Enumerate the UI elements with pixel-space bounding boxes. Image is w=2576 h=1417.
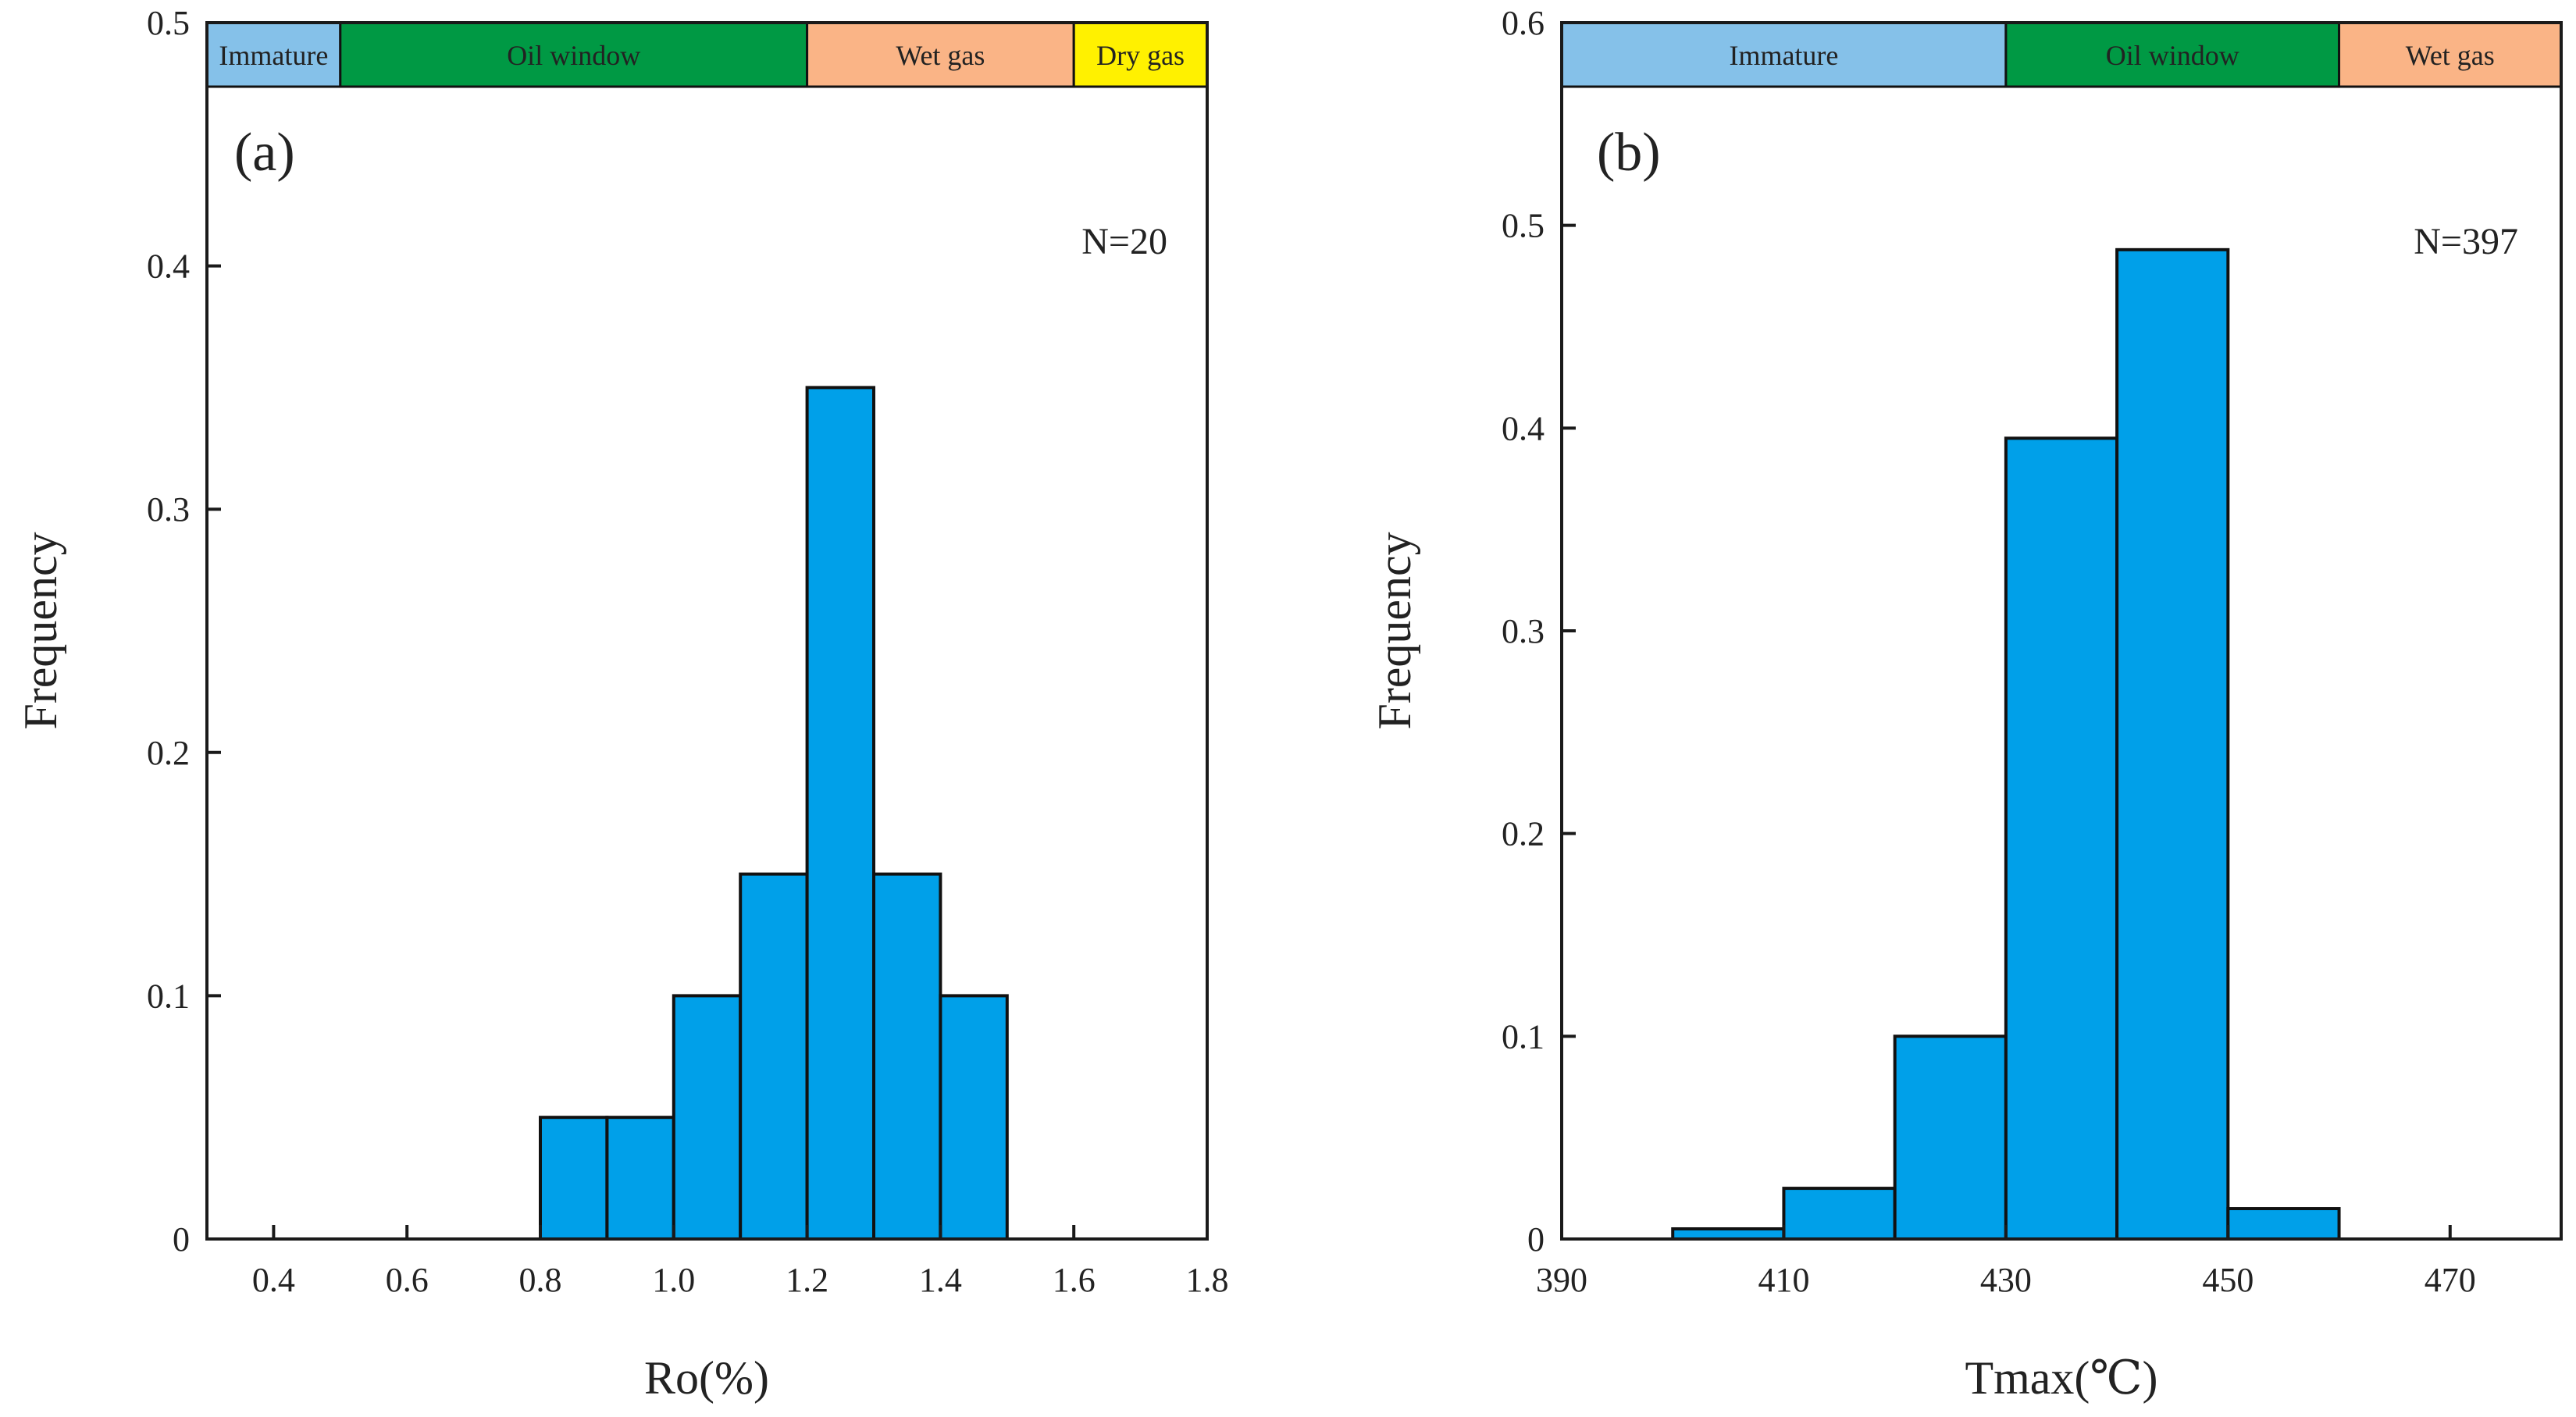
bar-b-5 bbox=[2226, 1207, 2341, 1241]
x-tick-label-b-2: 430 bbox=[1980, 1261, 2032, 1299]
bars-a bbox=[539, 386, 1009, 1241]
y-tick-label-b-1: 0.1 bbox=[1502, 1017, 1545, 1056]
x-tick-label-b-4: 470 bbox=[2425, 1261, 2476, 1299]
panel-a: Immature Oil window Wet gas Dry gas 0.4 0.6 0… bbox=[15, 4, 1229, 1404]
y-tick-label-b-2: 0.2 bbox=[1502, 815, 1545, 853]
zone-label-a-0: Immature bbox=[219, 40, 328, 71]
panel-label-b: (b) bbox=[1597, 123, 1661, 183]
y-tick-label-a-5: 0.5 bbox=[147, 4, 190, 42]
zones-a: Immature Oil window Wet gas Dry gas bbox=[205, 21, 1209, 88]
bar-b-4 bbox=[2115, 247, 2230, 1241]
zone-b-2 bbox=[2338, 21, 2563, 88]
y-tick-label-a-3: 0.3 bbox=[147, 490, 190, 529]
x-tick-label-a-3: 1.0 bbox=[652, 1261, 695, 1299]
bar-a-3 bbox=[739, 872, 809, 1241]
zones-b: Immature Oil window Wet gas bbox=[1560, 21, 2563, 88]
sample-count-b: N=397 bbox=[2414, 221, 2518, 262]
bar-a-2 bbox=[672, 994, 743, 1241]
y-tick-label-b-4: 0.4 bbox=[1502, 409, 1545, 447]
zone-label-b-1: Oil window bbox=[2106, 40, 2239, 71]
y-tick-label-a-1: 0.1 bbox=[147, 977, 190, 1015]
y-tick-label-b-6: 0.6 bbox=[1502, 4, 1545, 42]
x-axis-title-b: Tmax(℃) bbox=[1965, 1352, 2157, 1404]
zone-label-a-1: Oil window bbox=[507, 40, 640, 71]
y-tick-label-b-3: 0.3 bbox=[1502, 612, 1545, 650]
bar-b-3 bbox=[2004, 436, 2119, 1241]
x-tick-label-b-3: 450 bbox=[2202, 1261, 2254, 1299]
y-axis-title-b: Frequency bbox=[1369, 532, 1420, 729]
bar-a-1 bbox=[605, 1116, 675, 1241]
x-tick-label-a-7: 1.8 bbox=[1186, 1261, 1229, 1299]
panel-label-a: (a) bbox=[234, 123, 295, 183]
bar-b-2 bbox=[1893, 1034, 2008, 1241]
zone-label-a-3: Dry gas bbox=[1096, 40, 1185, 71]
sample-count-a: N=20 bbox=[1081, 221, 1167, 262]
plot-frame-b bbox=[1560, 21, 2563, 1241]
zone-label-a-2: Wet gas bbox=[896, 40, 985, 71]
ticks-a: 0.4 0.6 0.8 1.0 1.2 1.4 1.6 1.8 0 0.1 0.2 0.3 0.4 0.5 bbox=[147, 4, 1229, 1299]
zone-a-0 bbox=[205, 21, 342, 88]
x-axis-title-a: Ro(%) bbox=[644, 1352, 769, 1404]
x-tick-label-b-1: 410 bbox=[1758, 1261, 1809, 1299]
zone-label-b-2: Wet gas bbox=[2406, 40, 2495, 71]
y-tick-label-a-2: 0.2 bbox=[147, 734, 190, 772]
x-tick-label-b-0: 390 bbox=[1536, 1261, 1587, 1299]
y-tick-label-a-0: 0 bbox=[173, 1220, 190, 1259]
x-tick-label-a-5: 1.4 bbox=[919, 1261, 962, 1299]
y-tick-label-b-5: 0.5 bbox=[1502, 207, 1545, 245]
y-tick-label-b-0: 0 bbox=[1527, 1220, 1545, 1259]
bar-a-4 bbox=[805, 386, 875, 1241]
x-tick-label-a-0: 0.4 bbox=[252, 1261, 295, 1299]
plot-frame-a bbox=[205, 21, 1209, 1241]
bar-a-6 bbox=[939, 994, 1009, 1241]
y-axis-title-a: Frequency bbox=[15, 532, 66, 729]
x-tick-label-a-2: 0.8 bbox=[519, 1261, 562, 1299]
panel-b: Immature Oil window Wet gas 390 410 430 450 47… bbox=[1369, 4, 2563, 1404]
x-tick-label-a-6: 1.6 bbox=[1053, 1261, 1096, 1299]
bar-b-1 bbox=[1782, 1187, 1897, 1241]
zone-label-b-0: Immature bbox=[1729, 40, 1838, 71]
bar-a-0 bbox=[539, 1116, 609, 1241]
bar-a-5 bbox=[872, 872, 942, 1241]
x-tick-label-a-4: 1.2 bbox=[786, 1261, 828, 1299]
x-tick-label-a-1: 0.6 bbox=[386, 1261, 429, 1299]
y-tick-label-a-4: 0.4 bbox=[147, 247, 190, 286]
bars-b bbox=[1671, 247, 2341, 1241]
